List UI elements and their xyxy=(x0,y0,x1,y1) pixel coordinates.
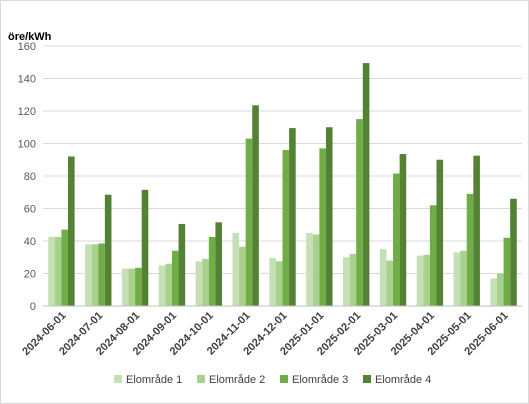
bar-elomrade-4-2024-12-01 xyxy=(289,128,296,306)
legend-swatch xyxy=(197,375,205,383)
bar-elomrade-4-2025-02-01 xyxy=(362,63,370,306)
bar-elomrade-2-2024-08-01 xyxy=(128,268,136,306)
legend-swatch xyxy=(363,375,371,383)
y-tick-label: 120 xyxy=(18,106,36,118)
bar-elomrade-3-2025-03-01 xyxy=(393,173,400,306)
y-tick-label: 160 xyxy=(18,41,36,53)
bar-elomrade-1-2024-07-01 xyxy=(85,244,92,306)
bar-elomrade-2-2025-03-01 xyxy=(386,260,394,306)
bar-elomrade-4-2025-05-01 xyxy=(473,155,480,306)
bar-elomrade-4-2024-10-01 xyxy=(215,222,223,306)
y-tick-label: 60 xyxy=(24,204,36,216)
bar-elomrade-4-2024-08-01 xyxy=(141,189,149,306)
bar-elomrade-1-2024-12-01 xyxy=(269,258,276,306)
bar-elomrade-3-2024-06-01 xyxy=(61,229,69,306)
bar-elomrade-4-2024-07-01 xyxy=(104,194,112,306)
bar-elomrade-2-2024-09-01 xyxy=(165,263,172,306)
legend-swatch xyxy=(280,375,288,383)
bar-elomrade-1-2025-05-01 xyxy=(453,252,461,306)
bar-elomrade-2-2024-07-01 xyxy=(91,244,99,306)
legend: Elområde 1 Elområde 2 Elområde 3 Elområde 4 xyxy=(114,374,431,386)
bar-elomrade-3-2025-05-01 xyxy=(466,193,474,306)
bar-elomrade-2-2024-11-01 xyxy=(239,246,246,306)
bar-elomrade-2-2024-12-01 xyxy=(275,261,283,306)
bar-elomrade-3-2024-07-01 xyxy=(98,243,105,306)
y-tick-label: 100 xyxy=(18,139,36,151)
y-axis-unit-label: öre/kWh xyxy=(8,31,52,43)
bar-elomrade-2-2025-01-01 xyxy=(312,234,320,306)
bars xyxy=(48,63,517,306)
legend-swatch xyxy=(114,375,122,383)
y-tick-label: 80 xyxy=(24,171,36,183)
y-tick-label: 0 xyxy=(30,301,36,313)
bar-elomrade-3-2024-08-01 xyxy=(135,267,142,306)
legend-label: Elområde 2 xyxy=(209,374,265,386)
y-tick-label: 20 xyxy=(24,269,36,281)
bar-elomrade-3-2024-09-01 xyxy=(171,250,179,306)
bar-elomrade-1-2025-01-01 xyxy=(306,232,313,306)
legend-label: Elområde 4 xyxy=(375,374,431,386)
axes: 0204060801001201401602024-06-012024-07-0… xyxy=(18,41,522,358)
bar-elomrade-4-2024-09-01 xyxy=(178,223,186,306)
bar-elomrade-1-2025-06-01 xyxy=(490,278,497,306)
bar-elomrade-4-2025-03-01 xyxy=(399,154,407,306)
legend-label: Elområde 1 xyxy=(126,374,182,386)
bar-elomrade-4-2025-06-01 xyxy=(510,198,517,306)
bar-elomrade-4-2025-01-01 xyxy=(325,127,333,306)
y-tick-label: 40 xyxy=(24,236,36,248)
bar-elomrade-3-2025-01-01 xyxy=(319,148,326,306)
bar-elomrade-3-2024-11-01 xyxy=(245,138,253,306)
legend-label: Elområde 3 xyxy=(292,374,348,386)
bar-elomrade-1-2025-03-01 xyxy=(379,249,387,306)
bar-elomrade-1-2025-02-01 xyxy=(342,257,350,306)
bar-elomrade-3-2024-10-01 xyxy=(208,236,216,306)
bar-elomrade-1-2024-09-01 xyxy=(158,265,166,306)
bar-elomrade-3-2025-06-01 xyxy=(503,237,511,306)
bar-elomrade-2-2025-06-01 xyxy=(496,273,504,306)
bar-elomrade-2-2025-05-01 xyxy=(460,250,467,306)
bar-elomrade-1-2025-04-01 xyxy=(416,255,424,306)
bar-elomrade-1-2024-10-01 xyxy=(195,261,203,306)
bar-elomrade-3-2024-12-01 xyxy=(282,150,290,306)
bar-elomrade-3-2025-04-01 xyxy=(429,205,437,306)
bar-elomrade-4-2025-04-01 xyxy=(436,159,444,306)
bar-elomrade-2-2025-02-01 xyxy=(349,254,357,306)
bar-elomrade-1-2024-08-01 xyxy=(121,268,129,306)
bar-elomrade-2-2025-04-01 xyxy=(423,254,430,306)
y-tick-label: 140 xyxy=(18,74,36,86)
bar-elomrade-4-2024-06-01 xyxy=(68,156,75,306)
bar-elomrade-1-2024-06-01 xyxy=(48,236,55,306)
bar-elomrade-2-2024-10-01 xyxy=(202,258,209,306)
bar-elomrade-3-2025-02-01 xyxy=(356,119,363,306)
bar-elomrade-4-2024-11-01 xyxy=(252,105,259,306)
bar-elomrade-2-2024-06-01 xyxy=(54,236,62,306)
bar-elomrade-1-2024-11-01 xyxy=(232,232,240,306)
